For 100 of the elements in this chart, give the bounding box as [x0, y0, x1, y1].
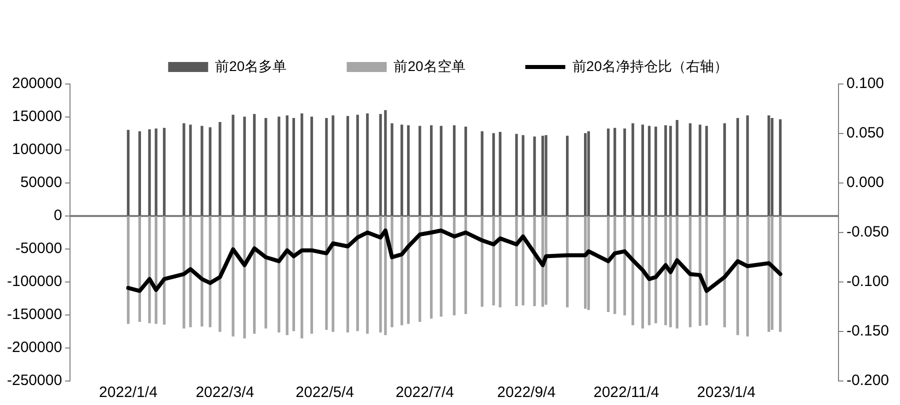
- bar: [736, 118, 740, 216]
- y2-tick-label: -0.200: [846, 372, 890, 390]
- bar: [325, 216, 328, 330]
- bar: [390, 123, 394, 216]
- y-tick-label: 150000: [12, 108, 62, 126]
- bar: [379, 114, 382, 216]
- bar: [541, 136, 544, 216]
- bar: [430, 216, 433, 319]
- bar: [278, 116, 280, 216]
- legend-label: 前20名净持仓比（右轴）: [572, 58, 728, 74]
- bar: [522, 135, 524, 216]
- bar: [162, 128, 166, 216]
- bar: [515, 134, 518, 216]
- bar: [430, 125, 433, 216]
- bar: [218, 122, 222, 216]
- bar: [356, 216, 359, 332]
- bar: [292, 216, 296, 332]
- bar: [253, 114, 256, 216]
- bar: [218, 216, 222, 332]
- bar: [310, 116, 314, 216]
- bar: [440, 216, 442, 317]
- bar: [243, 216, 246, 338]
- legend-label: 前20名多单: [215, 58, 287, 74]
- bar: [669, 126, 672, 216]
- bar: [286, 115, 288, 216]
- bar: [584, 133, 587, 216]
- bar: [418, 126, 422, 216]
- y-tick-label: -250000: [6, 372, 62, 390]
- y-tick-label: 100000: [12, 141, 62, 158]
- bar: [356, 114, 359, 216]
- bar: [770, 216, 774, 330]
- y2-tick-label: 0.100: [846, 75, 884, 92]
- bar: [440, 126, 442, 216]
- y-tick-label: -100000: [6, 273, 62, 290]
- bar: [182, 123, 186, 216]
- y-tick-label: -50000: [15, 240, 62, 258]
- bar: [544, 216, 548, 305]
- bar: [623, 216, 626, 316]
- bar: [498, 132, 502, 216]
- bar: [480, 216, 484, 307]
- bar: [278, 216, 280, 332]
- bar: [480, 131, 484, 216]
- y2-tick-label: 0.000: [846, 174, 884, 192]
- bar: [492, 133, 495, 216]
- bar: [379, 216, 382, 332]
- bar: [464, 216, 468, 314]
- x-tick-label: 2023/1/4: [697, 384, 756, 402]
- bar: [407, 125, 410, 216]
- bar: [654, 126, 658, 216]
- bar: [522, 216, 524, 306]
- bar: [243, 116, 246, 216]
- bar: [664, 125, 667, 216]
- bar: [264, 216, 268, 329]
- x-tick-label: 2022/9/4: [497, 384, 556, 402]
- bar: [705, 216, 708, 326]
- bar: [676, 120, 678, 216]
- bar: [613, 128, 616, 216]
- bar: [623, 128, 626, 216]
- x-tick-label: 2022/1/4: [99, 384, 158, 402]
- bar: [346, 116, 350, 216]
- bar: [770, 118, 774, 216]
- bar: [587, 131, 590, 216]
- bar: [746, 115, 749, 216]
- y2-tick-label: -0.050: [846, 224, 890, 241]
- y-tick-label: 0: [54, 207, 62, 224]
- bar: [292, 118, 296, 216]
- y-tick-label: 50000: [20, 174, 62, 192]
- bar: [544, 135, 548, 216]
- x-tick-label: 2022/11/4: [593, 384, 660, 402]
- bar: [346, 216, 350, 332]
- bar: [606, 128, 610, 216]
- bar: [688, 216, 692, 328]
- bar: [705, 126, 708, 216]
- bar: [154, 128, 158, 216]
- bar: [300, 216, 304, 338]
- bar: [264, 118, 268, 216]
- bar: [189, 216, 192, 328]
- y2-tick-label: -0.150: [846, 322, 890, 340]
- bar: [746, 216, 749, 336]
- bar: [698, 216, 702, 326]
- bar: [208, 127, 212, 216]
- bar: [400, 216, 404, 326]
- bar: [138, 216, 142, 322]
- bar: [366, 113, 369, 216]
- bar: [669, 216, 672, 328]
- bar: [148, 129, 151, 216]
- x-tick-label: 2022/7/4: [396, 384, 454, 402]
- bar: [452, 125, 456, 216]
- bar: [232, 114, 234, 216]
- y-tick-label: -150000: [6, 306, 62, 324]
- bar: [300, 113, 304, 216]
- bar: [688, 123, 692, 216]
- y-tick-label: -200000: [6, 339, 62, 356]
- bar: [182, 216, 186, 329]
- bar: [138, 131, 142, 216]
- y2-tick-label: -0.100: [846, 273, 890, 290]
- bar: [723, 123, 726, 216]
- bar: [200, 126, 204, 216]
- bar: [533, 216, 536, 306]
- bar: [566, 216, 569, 308]
